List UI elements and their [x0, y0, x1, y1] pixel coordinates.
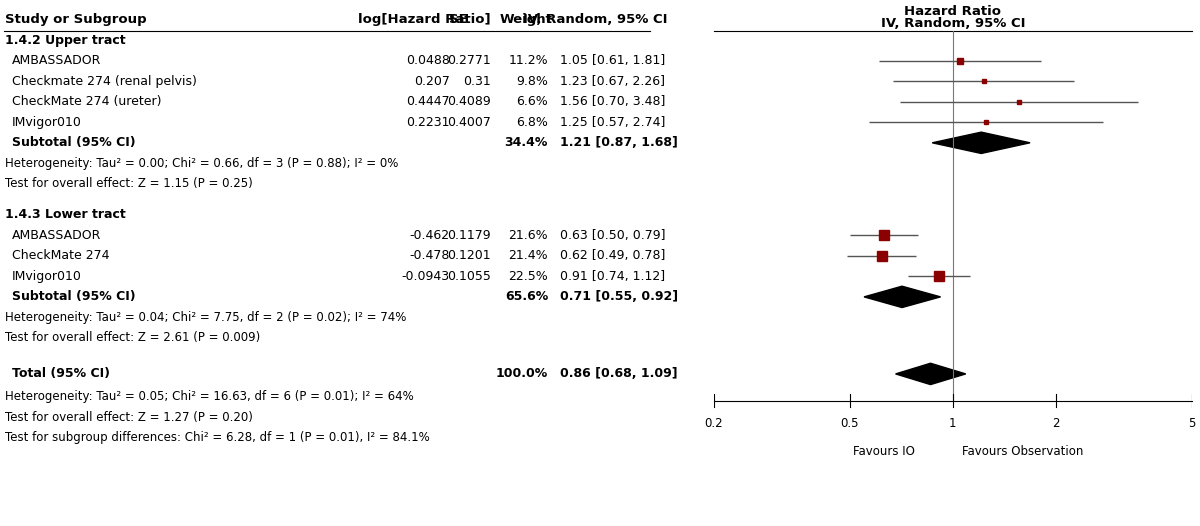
Text: Test for subgroup differences: Chi² = 6.28, df = 1 (P = 0.01), I² = 84.1%: Test for subgroup differences: Chi² = 6.…	[6, 431, 431, 444]
Text: Test for overall effect: Z = 1.27 (P = 0.20): Test for overall effect: Z = 1.27 (P = 0…	[6, 411, 253, 423]
Text: 0.2: 0.2	[704, 417, 724, 430]
Polygon shape	[864, 286, 941, 308]
Text: 21.4%: 21.4%	[509, 249, 548, 262]
Text: Heterogeneity: Tau² = 0.05; Chi² = 16.63, df = 6 (P = 0.01); I² = 64%: Heterogeneity: Tau² = 0.05; Chi² = 16.63…	[6, 390, 414, 403]
Text: 0.4089: 0.4089	[446, 95, 491, 108]
Text: 1.56 [0.70, 3.48]: 1.56 [0.70, 3.48]	[559, 95, 665, 108]
Text: 0.4007: 0.4007	[446, 116, 491, 129]
Text: 11.2%: 11.2%	[509, 54, 548, 67]
Text: IV, Random, 95% CI: IV, Random, 95% CI	[881, 16, 1025, 29]
Text: 0.91 [0.74, 1.12]: 0.91 [0.74, 1.12]	[559, 270, 665, 283]
Text: CheckMate 274: CheckMate 274	[12, 249, 109, 262]
Text: log[Hazard Ratio]: log[Hazard Ratio]	[358, 13, 491, 26]
Text: 22.5%: 22.5%	[509, 270, 548, 283]
Text: 1: 1	[949, 417, 956, 430]
Text: Test for overall effect: Z = 1.15 (P = 0.25): Test for overall effect: Z = 1.15 (P = 0…	[6, 177, 253, 190]
Text: Checkmate 274 (renal pelvis): Checkmate 274 (renal pelvis)	[12, 75, 197, 88]
Text: 0.1201: 0.1201	[446, 249, 491, 262]
Text: Heterogeneity: Tau² = 0.00; Chi² = 0.66, df = 3 (P = 0.88); I² = 0%: Heterogeneity: Tau² = 0.00; Chi² = 0.66,…	[6, 157, 398, 170]
Text: 6.6%: 6.6%	[516, 95, 548, 108]
Text: 1.23 [0.67, 2.26]: 1.23 [0.67, 2.26]	[559, 75, 665, 88]
Text: 0.86 [0.68, 1.09]: 0.86 [0.68, 1.09]	[559, 368, 677, 380]
Polygon shape	[932, 132, 1030, 154]
Text: Hazard Ratio: Hazard Ratio	[905, 5, 1002, 18]
Text: 0.62 [0.49, 0.78]: 0.62 [0.49, 0.78]	[559, 249, 665, 262]
Text: 1.4.2 Upper tract: 1.4.2 Upper tract	[6, 34, 126, 47]
Text: 65.6%: 65.6%	[505, 290, 548, 304]
Text: 1.4.3 Lower tract: 1.4.3 Lower tract	[6, 208, 126, 221]
Text: 0.2231: 0.2231	[407, 116, 450, 129]
Text: Weight: Weight	[499, 13, 552, 26]
Text: Test for overall effect: Z = 2.61 (P = 0.009): Test for overall effect: Z = 2.61 (P = 0…	[6, 331, 260, 345]
Text: 6.8%: 6.8%	[516, 116, 548, 129]
Text: 0.1055: 0.1055	[446, 270, 491, 283]
Text: -0.462: -0.462	[409, 229, 450, 242]
Text: Heterogeneity: Tau² = 0.04; Chi² = 7.75, df = 2 (P = 0.02); I² = 74%: Heterogeneity: Tau² = 0.04; Chi² = 7.75,…	[6, 311, 407, 324]
Text: 34.4%: 34.4%	[505, 136, 548, 149]
Text: 0.71 [0.55, 0.92]: 0.71 [0.55, 0.92]	[559, 290, 678, 304]
Text: 0.5: 0.5	[841, 417, 859, 430]
Text: 1.21 [0.87, 1.68]: 1.21 [0.87, 1.68]	[559, 136, 678, 149]
Text: 0.207: 0.207	[414, 75, 450, 88]
Text: 9.8%: 9.8%	[516, 75, 548, 88]
Text: 0.0488: 0.0488	[406, 54, 450, 67]
Text: 100.0%: 100.0%	[496, 368, 548, 380]
Text: 0.31: 0.31	[463, 75, 491, 88]
Text: CheckMate 274 (ureter): CheckMate 274 (ureter)	[12, 95, 162, 108]
Text: -0.0943: -0.0943	[402, 270, 450, 283]
Text: 0.1179: 0.1179	[446, 229, 491, 242]
Text: IV, Random, 95% CI: IV, Random, 95% CI	[523, 13, 667, 26]
Text: 5: 5	[1188, 417, 1196, 430]
Text: 0.63 [0.50, 0.79]: 0.63 [0.50, 0.79]	[559, 229, 665, 242]
Text: -0.478: -0.478	[409, 249, 450, 262]
Text: 0.4447: 0.4447	[407, 95, 450, 108]
Polygon shape	[895, 363, 966, 385]
Text: Subtotal (95% CI): Subtotal (95% CI)	[12, 136, 136, 149]
Text: Favours Observation: Favours Observation	[962, 446, 1084, 459]
Text: Total (95% CI): Total (95% CI)	[12, 368, 110, 380]
Text: IMvigor010: IMvigor010	[12, 270, 82, 283]
Text: SE: SE	[449, 13, 468, 26]
Text: 2: 2	[1052, 417, 1060, 430]
Text: IMvigor010: IMvigor010	[12, 116, 82, 129]
Text: 1.05 [0.61, 1.81]: 1.05 [0.61, 1.81]	[559, 54, 665, 67]
Text: Favours IO: Favours IO	[853, 446, 916, 459]
Text: Study or Subgroup: Study or Subgroup	[6, 13, 148, 26]
Text: 21.6%: 21.6%	[509, 229, 548, 242]
Text: Subtotal (95% CI): Subtotal (95% CI)	[12, 290, 136, 304]
Text: AMBASSADOR: AMBASSADOR	[12, 229, 101, 242]
Text: 0.2771: 0.2771	[446, 54, 491, 67]
Text: 1.25 [0.57, 2.74]: 1.25 [0.57, 2.74]	[559, 116, 665, 129]
Text: AMBASSADOR: AMBASSADOR	[12, 54, 101, 67]
